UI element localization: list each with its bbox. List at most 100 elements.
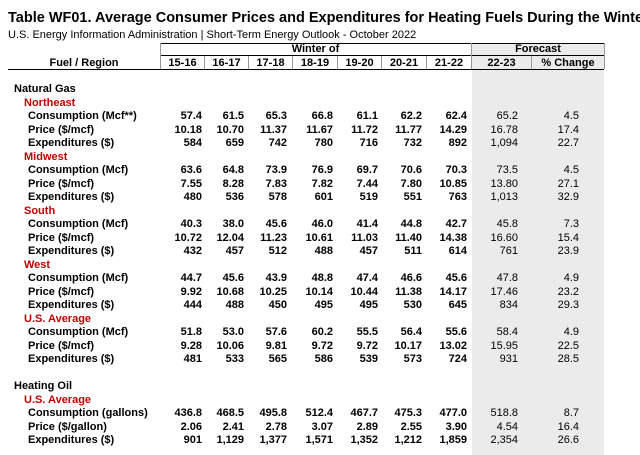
value-cell: 46.6 xyxy=(400,272,422,284)
value-cell: 724 xyxy=(448,353,467,365)
value-cell: 9.81 xyxy=(265,340,287,352)
header-divider xyxy=(160,43,161,69)
value-cell: 15.95 xyxy=(490,340,518,352)
value-cell: 55.6 xyxy=(445,326,467,338)
value-cell: 614 xyxy=(448,245,467,257)
header-divider xyxy=(471,43,472,69)
value-cell: 488 xyxy=(225,299,244,311)
column-header-18-19: 18-19 xyxy=(300,57,330,69)
value-cell: 9.28 xyxy=(180,340,202,352)
value-cell: 512 xyxy=(268,245,287,257)
value-cell: 45.6 xyxy=(445,272,467,284)
pct-change-cell: 8.7 xyxy=(563,407,579,419)
table-row: 481 533 565 586 539 573 724 931 28.5 xyxy=(0,353,640,366)
row-label: Consumption (Mcf) xyxy=(28,326,129,338)
value-cell: 659 xyxy=(225,137,244,149)
value-cell: 61.5 xyxy=(222,110,244,122)
value-cell: 14.17 xyxy=(439,286,467,298)
pct-change-cell: 22.7 xyxy=(557,137,579,149)
table-row: 40.3 38.0 45.6 46.0 41.4 44.8 42.7 45.8 7.3 xyxy=(0,218,640,231)
header-divider xyxy=(248,56,249,69)
value-cell: 763 xyxy=(448,191,467,203)
row-label: Price ($/mcf) xyxy=(28,340,95,352)
pct-change-cell: 7.3 xyxy=(563,218,579,230)
row-label: Expenditures ($) xyxy=(28,245,115,257)
pct-change-cell: 4.9 xyxy=(563,272,579,284)
value-cell: 10.44 xyxy=(350,286,378,298)
value-cell: 76.9 xyxy=(311,164,333,176)
value-cell: 64.8 xyxy=(222,164,244,176)
value-cell: 56.4 xyxy=(400,326,422,338)
value-cell: 44.8 xyxy=(400,218,422,230)
value-cell: 70.3 xyxy=(445,164,467,176)
table-row: 57.4 61.5 65.3 66.8 61.1 62.2 62.4 65.2 4.5 xyxy=(0,110,640,123)
value-cell: 11.23 xyxy=(260,232,287,244)
value-cell: 512.4 xyxy=(305,407,333,419)
value-cell: 533 xyxy=(225,353,244,365)
region-heading: Northeast xyxy=(24,97,76,109)
value-cell: 57.4 xyxy=(180,110,202,122)
header-divider xyxy=(604,43,605,69)
pct-change-cell: 16.4 xyxy=(557,421,579,433)
value-cell: 41.4 xyxy=(356,218,378,230)
table-row: 10.18 10.70 11.37 11.67 11.72 11.77 14.29 16.78… xyxy=(0,124,640,137)
header-divider xyxy=(337,56,338,69)
value-cell: 539 xyxy=(359,353,378,365)
column-header-20-21: 20-21 xyxy=(389,57,419,69)
value-cell: 468.5 xyxy=(216,407,244,419)
value-cell: 60.2 xyxy=(311,326,333,338)
value-cell: 457 xyxy=(225,245,244,257)
value-cell: 7.55 xyxy=(180,178,202,190)
value-cell: 42.7 xyxy=(445,218,467,230)
value-cell: 530 xyxy=(403,299,422,311)
value-cell: 645 xyxy=(448,299,467,311)
row-label: Expenditures ($) xyxy=(28,299,115,311)
row-label: Price ($/mcf) xyxy=(28,124,95,136)
row-label: Consumption (Mcf) xyxy=(28,272,129,284)
value-cell: 488 xyxy=(314,245,333,257)
value-cell: 780 xyxy=(314,137,333,149)
value-cell: 467.7 xyxy=(350,407,378,419)
value-cell: 13.80 xyxy=(490,178,518,190)
value-cell: 61.1 xyxy=(356,110,378,122)
value-cell: 480 xyxy=(183,191,202,203)
table-row: 51.8 53.0 57.6 60.2 55.5 56.4 55.6 58.4 4.9 xyxy=(0,326,640,339)
value-cell: 16.60 xyxy=(490,232,518,244)
value-cell: 2.55 xyxy=(400,421,422,433)
column-header-17-18: 17-18 xyxy=(256,57,285,69)
value-cell: 742 xyxy=(268,137,287,149)
value-cell: 7.80 xyxy=(400,178,422,190)
value-cell: 732 xyxy=(403,137,422,149)
value-cell: 10.61 xyxy=(305,232,333,244)
pct-change-cell: 26.6 xyxy=(557,434,579,446)
pct-change-cell: 4.5 xyxy=(563,164,579,176)
row-label: Price ($/mcf) xyxy=(28,286,95,298)
value-cell: 2.89 xyxy=(356,421,378,433)
value-cell: 14.38 xyxy=(439,232,467,244)
table-row: 2.06 2.41 2.78 3.07 2.89 2.55 3.90 4.54 16.4 xyxy=(0,421,640,434)
header-divider xyxy=(531,56,532,69)
region-heading: U.S. Average xyxy=(24,394,92,406)
value-cell: 519 xyxy=(359,191,378,203)
value-cell: 551 xyxy=(403,191,422,203)
value-cell: 45.6 xyxy=(222,272,244,284)
pct-change-cell: 32.9 xyxy=(557,191,579,203)
region-heading: U.S. Average xyxy=(24,313,92,325)
value-cell: 495 xyxy=(314,299,333,311)
row-label: Consumption (Mcf**) xyxy=(28,110,137,122)
value-cell: 1,352 xyxy=(350,434,378,446)
value-cell: 436.8 xyxy=(174,407,202,419)
value-cell: 73.5 xyxy=(496,164,518,176)
table-row: 7.55 8.28 7.83 7.82 7.44 7.80 10.85 13.80 27.1 xyxy=(0,178,640,191)
row-label: Price ($/gallon) xyxy=(28,421,107,433)
column-header-22-23: 22-23 xyxy=(487,57,516,69)
value-cell: 1,377 xyxy=(259,434,287,446)
pct-change-cell: 23.2 xyxy=(557,286,579,298)
column-header-19-20: 19-20 xyxy=(345,57,374,69)
value-cell: 573 xyxy=(403,353,422,365)
value-cell: 40.3 xyxy=(180,218,202,230)
value-cell: 475.3 xyxy=(394,407,422,419)
value-cell: 11.03 xyxy=(351,232,378,244)
value-cell: 3.07 xyxy=(311,421,333,433)
value-cell: 892 xyxy=(448,137,467,149)
